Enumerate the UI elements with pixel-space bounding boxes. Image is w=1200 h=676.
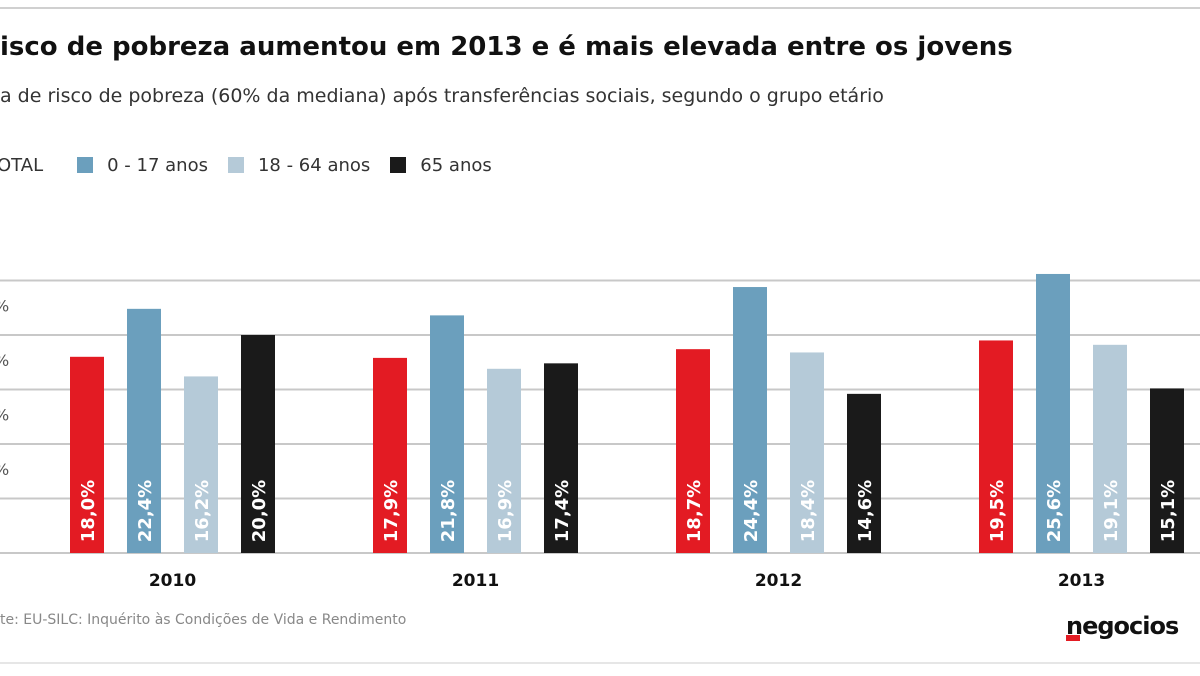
bar-value-label: 22,4% bbox=[135, 480, 156, 542]
bar-value-label: 24,4% bbox=[741, 480, 762, 542]
bar bbox=[184, 376, 218, 553]
x-tick-label: 2012 bbox=[755, 571, 802, 591]
bar bbox=[373, 357, 407, 553]
bar bbox=[790, 352, 824, 553]
bar bbox=[1093, 344, 1127, 553]
y-tick-label: % bbox=[0, 351, 9, 370]
top-rule bbox=[0, 7, 1200, 9]
bar bbox=[847, 393, 881, 553]
logo-accent bbox=[1066, 635, 1080, 641]
bar-value-label: 17,9% bbox=[381, 480, 402, 542]
bar bbox=[733, 287, 767, 553]
bar-value-label: 18,4% bbox=[798, 480, 819, 542]
bar-value-label: 16,2% bbox=[192, 480, 213, 542]
bar bbox=[676, 349, 710, 553]
bar-value-label: 20,0% bbox=[249, 480, 270, 542]
legend: TOTAL 0 - 17 anos 18 - 64 anos 65 anos bbox=[0, 153, 512, 177]
legend-swatch-0-17 bbox=[77, 157, 94, 173]
legend-item-total: TOTAL bbox=[0, 155, 43, 176]
bar bbox=[1150, 388, 1184, 553]
x-tick-label: 2011 bbox=[452, 571, 499, 591]
y-tick-label: % bbox=[0, 297, 9, 316]
bar-value-label: 19,5% bbox=[987, 480, 1008, 542]
legend-label-0-17: 0 - 17 anos bbox=[107, 154, 208, 176]
bar bbox=[1036, 273, 1070, 553]
legend-label-18-64: 18 - 64 anos bbox=[257, 154, 371, 176]
bar bbox=[70, 356, 104, 553]
negocios-logo: negocios bbox=[1066, 612, 1179, 640]
bar bbox=[487, 368, 521, 553]
chart-subtitle: a de risco de pobreza (60% da mediana) a… bbox=[0, 85, 884, 107]
legend-label-65: 65 anos bbox=[420, 154, 492, 176]
bar-value-label: 14,6% bbox=[855, 480, 876, 542]
chart-title: isco de pobreza aumentou em 2013 e é mai… bbox=[0, 32, 1013, 62]
bar-chart: %%%% 18,0% 22,4% 16,2% 20,0% 2010 17,9% 21,8% 16… bbox=[0, 273, 1200, 591]
legend-swatch-18-64 bbox=[227, 157, 244, 173]
bar-value-label: 19,1% bbox=[1101, 480, 1122, 542]
legend-item-0-17: 0 - 17 anos bbox=[63, 155, 208, 176]
bar bbox=[544, 363, 578, 553]
bar bbox=[241, 335, 275, 553]
bar bbox=[430, 315, 464, 553]
bottom-rule bbox=[0, 662, 1200, 664]
bar-value-label: 16,9% bbox=[495, 480, 516, 542]
bar-value-label: 17,4% bbox=[552, 480, 573, 542]
legend-label-total: TOTAL bbox=[0, 154, 44, 176]
bar-value-label: 15,1% bbox=[1158, 480, 1179, 542]
bar-value-label: 21,8% bbox=[438, 480, 459, 542]
legend-item-18-64: 18 - 64 anos bbox=[227, 154, 371, 176]
bar bbox=[979, 340, 1013, 553]
legend-item-65: 65 anos bbox=[390, 154, 492, 176]
bar-value-label: 25,6% bbox=[1044, 480, 1065, 542]
y-tick-label: % bbox=[0, 460, 9, 479]
bar bbox=[127, 308, 161, 553]
x-tick-label: 2013 bbox=[1058, 571, 1105, 591]
bar-value-label: 18,7% bbox=[684, 480, 705, 542]
x-tick-label: 2010 bbox=[149, 571, 196, 591]
y-tick-label: % bbox=[0, 406, 9, 425]
bar-value-label: 18,0% bbox=[78, 480, 99, 542]
source-note: te: EU-SILC: Inquérito às Condições de V… bbox=[0, 612, 407, 628]
legend-swatch-65 bbox=[390, 157, 407, 173]
